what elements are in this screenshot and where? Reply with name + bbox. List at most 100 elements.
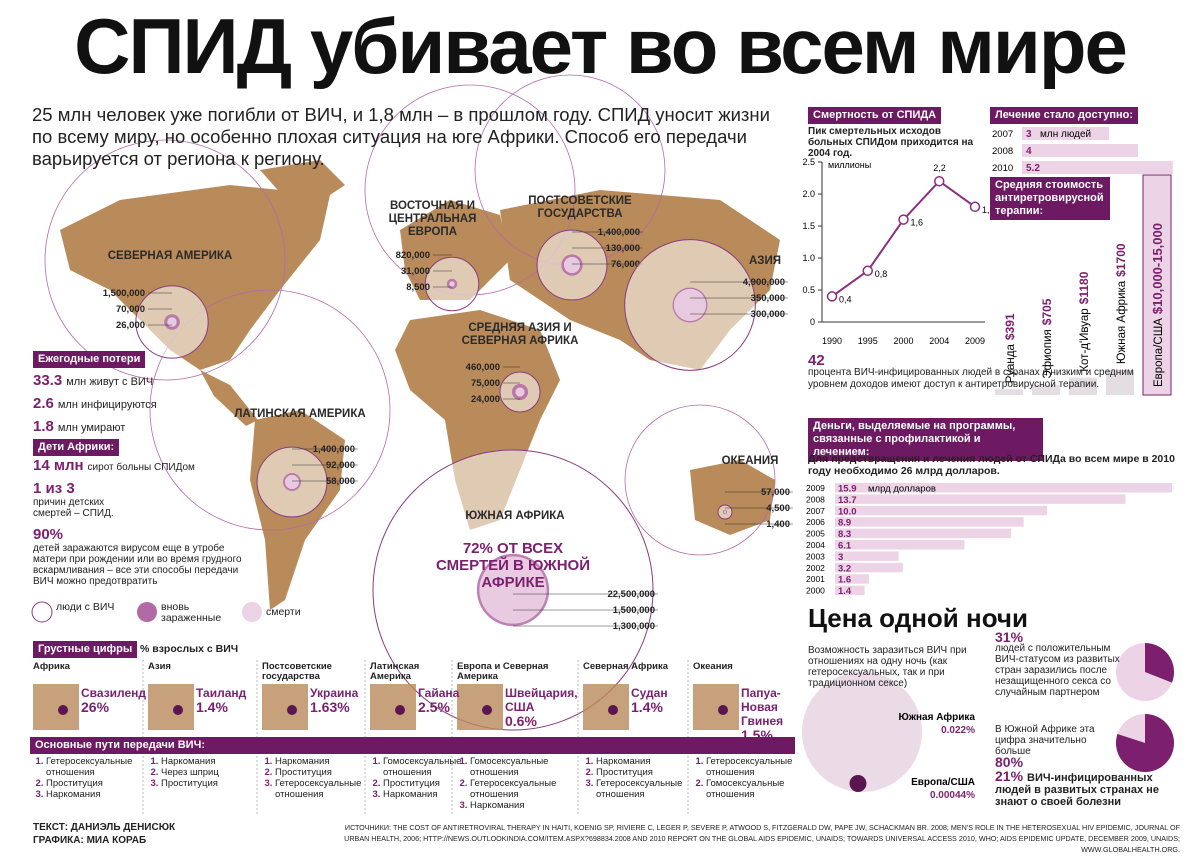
- loss-number: 2.6: [33, 395, 54, 412]
- risk-value: 0.022%: [941, 725, 975, 736]
- year-label: 2010: [992, 163, 1013, 174]
- cost-bar: [1069, 377, 1097, 395]
- route: Гетеросексуальные отношения: [706, 756, 797, 778]
- point: [862, 265, 873, 277]
- bar-label: 1.4: [838, 586, 852, 597]
- loss-text: млн живут с ВИЧ: [66, 376, 154, 388]
- route: Через шприц: [161, 767, 269, 778]
- value-label: 1,6: [911, 218, 924, 228]
- route: Гомосексуальные отношения: [706, 778, 797, 800]
- bubble-deaths: [284, 474, 300, 490]
- cost-label: Южная Африка $1700: [1114, 243, 1128, 364]
- y-tick-label: 1.5: [802, 221, 815, 231]
- bubble-label: 1,400,000: [313, 444, 355, 455]
- region-name: СЕВЕРНАЯ АМЕРИКА: [107, 250, 233, 262]
- sad-stat: Таиланд 1.4%: [196, 686, 258, 714]
- bubble-label: 76,000: [611, 259, 640, 270]
- legend-swatch: [137, 602, 157, 622]
- bar: [835, 585, 865, 596]
- route-list: Гомосексуальные отношенияПроституцияНарк…: [370, 756, 464, 800]
- value-label: 1,8: [982, 205, 995, 215]
- decor-circle: [149, 289, 391, 531]
- bar-label: 10.0: [838, 506, 857, 517]
- risk-region: Европа/США: [911, 777, 975, 788]
- route: Наркомания: [470, 800, 590, 811]
- sad-country: Судан: [631, 686, 668, 700]
- region-name: ОКЕАНИЯ: [721, 455, 779, 467]
- sad-region: Европа и Северная Америка: [457, 661, 549, 682]
- y-tick-label: 1.0: [802, 253, 815, 263]
- sad-subtitle: % взрослых с ВИЧ: [140, 643, 239, 655]
- route-list: НаркоманияПроституцияГетеросексуальные о…: [583, 756, 700, 800]
- sad-region: Океания: [693, 661, 733, 672]
- sad-stat: Украина 1.63%: [310, 686, 366, 714]
- bubble-label: 1,500,000: [613, 605, 655, 616]
- loss-number: 1.8: [33, 418, 54, 435]
- cost-bar: [1106, 370, 1134, 395]
- pie-slice: [1116, 714, 1174, 772]
- credit-graphics: ГРАФИКА: МИА КОРАБ: [33, 835, 147, 846]
- risk-circle: [802, 672, 922, 792]
- sad-stat: Свазиленд 26%: [81, 686, 146, 714]
- bar: [835, 505, 1047, 516]
- cost-country: Южная Африка: [1116, 280, 1128, 364]
- bubble-label: 58,000: [326, 476, 355, 487]
- region-name: ЛАТИНСКАЯ АМЕРИКА: [234, 408, 366, 420]
- losses-list: 33.3 млн живут с ВИЧ 2.6 млн инфицируются 1.…: [33, 370, 233, 439]
- bar: [1022, 127, 1109, 140]
- x-tick-label: 1995: [858, 336, 878, 346]
- year-label: 2004: [806, 540, 825, 550]
- thumb-map: [262, 684, 308, 730]
- cost-label: Руанда $391: [1003, 313, 1017, 383]
- access-note: 42 процента ВИЧ-инфицированных людей в ст…: [808, 353, 1138, 391]
- child-text: сирот больны СПИДом: [87, 462, 195, 473]
- value-label: 0,4: [839, 294, 852, 304]
- sad-region: Африка: [33, 661, 70, 672]
- legend-label: вновь зараженные: [161, 601, 222, 624]
- thumb-map: [583, 684, 629, 730]
- route: Наркомания: [161, 756, 269, 767]
- facts: 31% людей с положительным ВИЧ-статусом из…: [995, 630, 1195, 808]
- continent: [60, 185, 330, 370]
- bar: [835, 528, 1011, 539]
- bubble-deaths: [167, 317, 177, 327]
- route: Проституция: [46, 778, 155, 789]
- fact-text: В Южной Африке эта цифра значительно бол…: [995, 724, 1095, 757]
- child-number: 90%: [33, 526, 64, 543]
- thumb-dot: [395, 705, 405, 715]
- legend-swatch: [31, 601, 53, 623]
- thumb-dot: [482, 705, 492, 715]
- child-number: 14 млн: [33, 457, 84, 474]
- legend-label: люди с ВИЧ: [56, 601, 115, 613]
- bar-label: 15.9: [838, 484, 857, 495]
- year-label: 2006: [806, 517, 825, 527]
- decor-circle: [624, 404, 776, 556]
- bubble-label: 1,400: [766, 519, 790, 530]
- bubble-label: 92,000: [326, 460, 355, 471]
- cost-label: Кот-д'Ивуар $1180: [1077, 271, 1091, 371]
- bar-label: 1.6: [838, 575, 851, 586]
- credits: ТЕКСТ: ДАНИЭЛЬ ДЕНИСЮК ГРАФИКА: МИА КОРАБ: [33, 821, 175, 847]
- x-tick-label: 2009: [965, 336, 985, 346]
- sad-stat: Папуа-Новая Гвинея 1.5%: [741, 686, 786, 742]
- region-name: ЮЖНАЯ АФРИКА: [465, 510, 565, 522]
- bubble-deaths: [479, 556, 547, 624]
- route: Гетеросексуальные отношения: [46, 756, 155, 778]
- sad-region: Латинская Америка: [370, 661, 420, 682]
- child-text: детей заражаются вирусом еще в утробе ма…: [33, 543, 242, 587]
- bar-label: 13.7: [838, 495, 857, 506]
- bar-label: 6.1: [838, 541, 852, 552]
- region-name: АЗИЯ: [748, 255, 782, 267]
- sad-country: Гайана: [418, 686, 460, 700]
- legend-label: смерти: [266, 606, 301, 618]
- cost-country: Эфиопия: [1042, 329, 1054, 378]
- value-label: 2,2: [933, 163, 946, 173]
- route: Наркомания: [383, 789, 464, 800]
- bubble-label: 57,000: [761, 487, 790, 498]
- credit-text: ТЕКСТ: ДАНИЭЛЬ ДЕНИСЮК: [33, 822, 176, 833]
- sad-stat: Гайана 2.5%: [418, 686, 460, 714]
- cost-bar: [995, 389, 1023, 395]
- region-name: ВОСТОЧНАЯ И ЦЕНТРАЛЬНАЯ ЕВРОПА: [388, 200, 477, 238]
- thumb-dot: [58, 705, 68, 715]
